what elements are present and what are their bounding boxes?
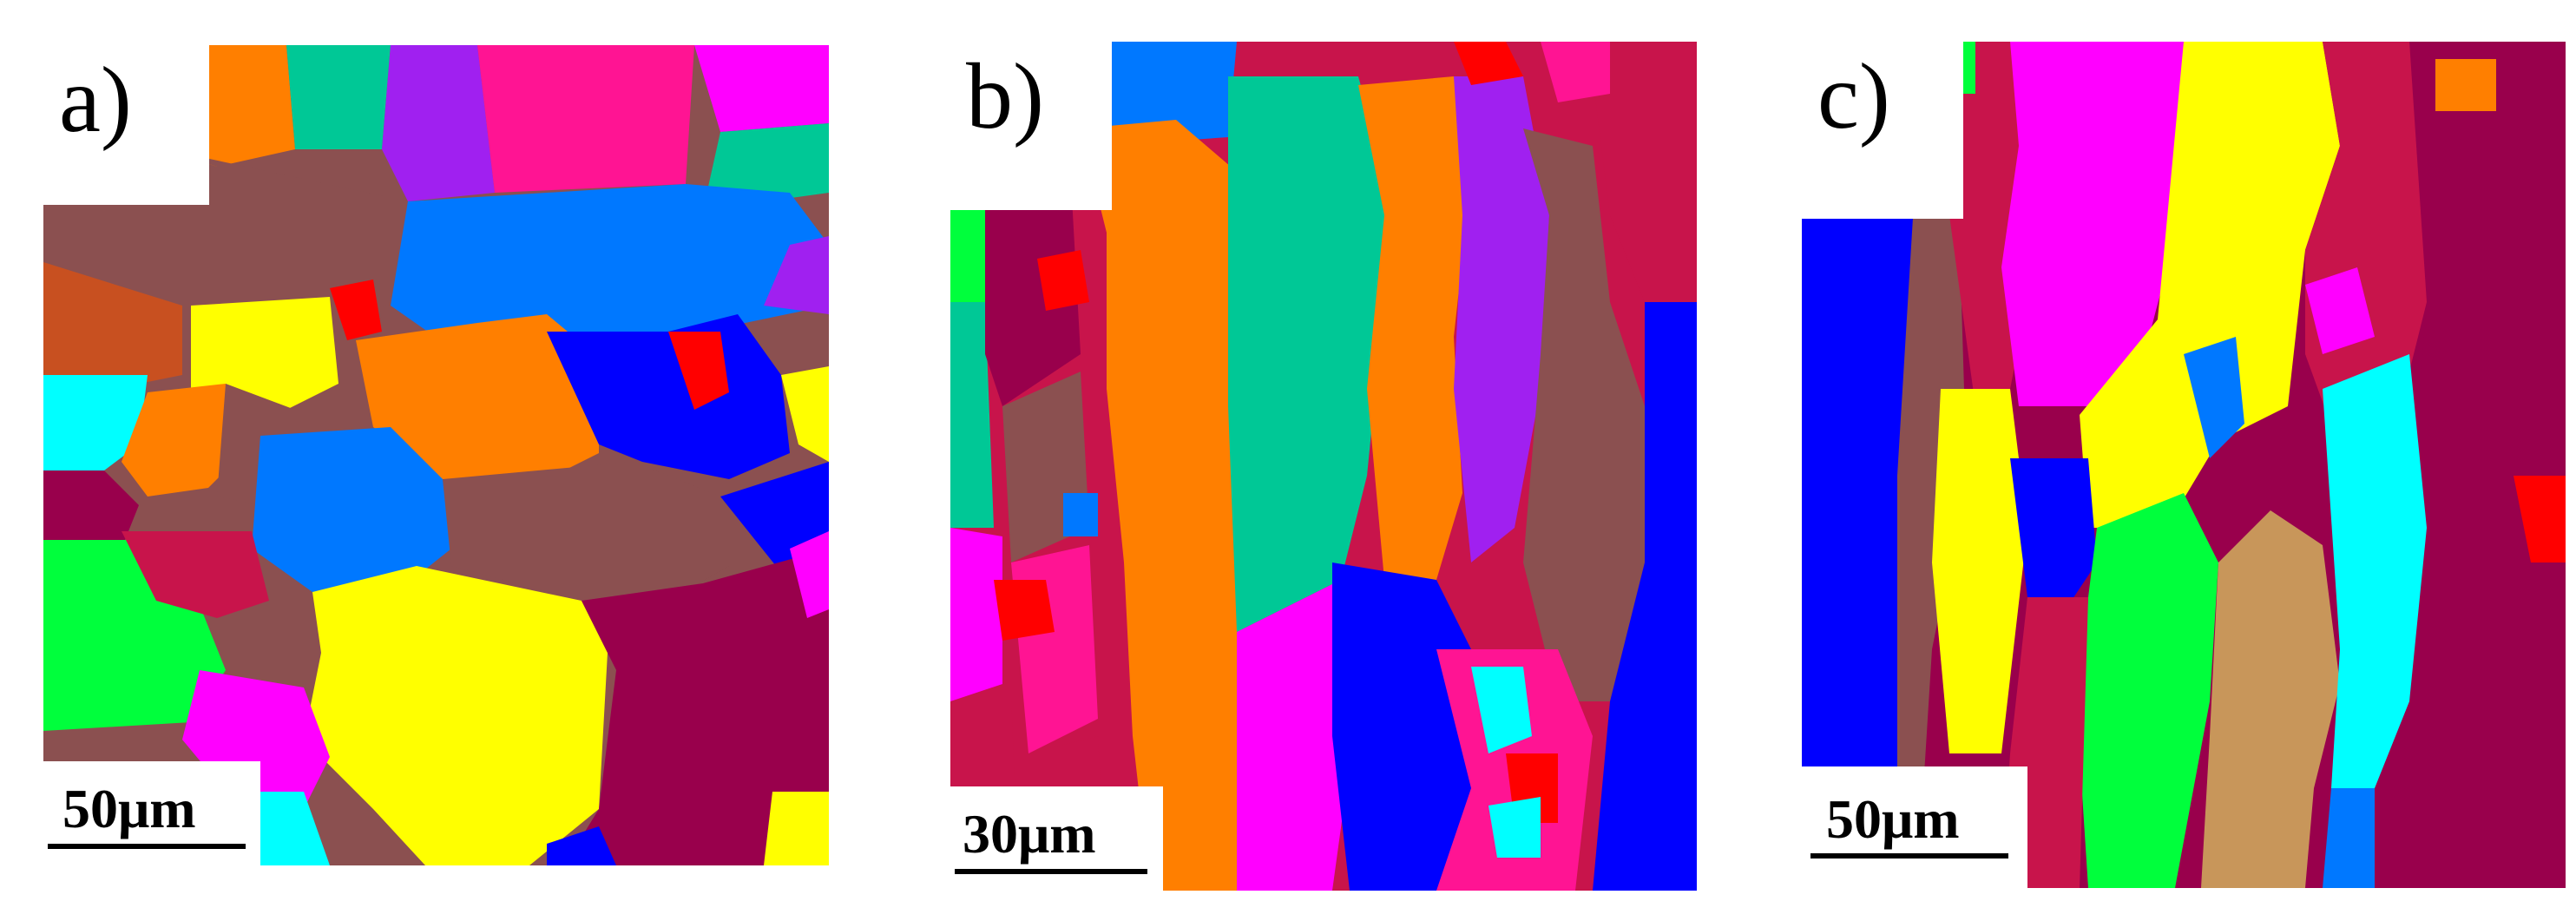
panel-label-a: a): [43, 45, 209, 205]
scale-bar-box-a: 50μm: [43, 761, 260, 865]
scale-label-a: 50μm: [62, 778, 196, 839]
panel-label-c: c): [1802, 42, 1963, 219]
ebsd-map-c: c) 50μm: [1802, 42, 2566, 888]
grain-map-a: [43, 45, 829, 865]
scale-label-b: 30μm: [963, 803, 1096, 865]
grain-map-b: [950, 42, 1697, 891]
scale-label-c: 50μm: [1826, 788, 1960, 850]
ebsd-map-b: b) 30μm: [950, 42, 1697, 891]
ebsd-map-a: a) 50μm: [43, 45, 829, 865]
scale-bar-box-c: 50μm: [1802, 766, 2027, 888]
scale-bar-c: [1810, 853, 2008, 859]
scale-bar-a: [48, 844, 246, 849]
scale-bar-b: [955, 869, 1147, 874]
scale-bar-box-b: 30μm: [950, 786, 1163, 891]
panel-label-b: b): [950, 42, 1112, 210]
